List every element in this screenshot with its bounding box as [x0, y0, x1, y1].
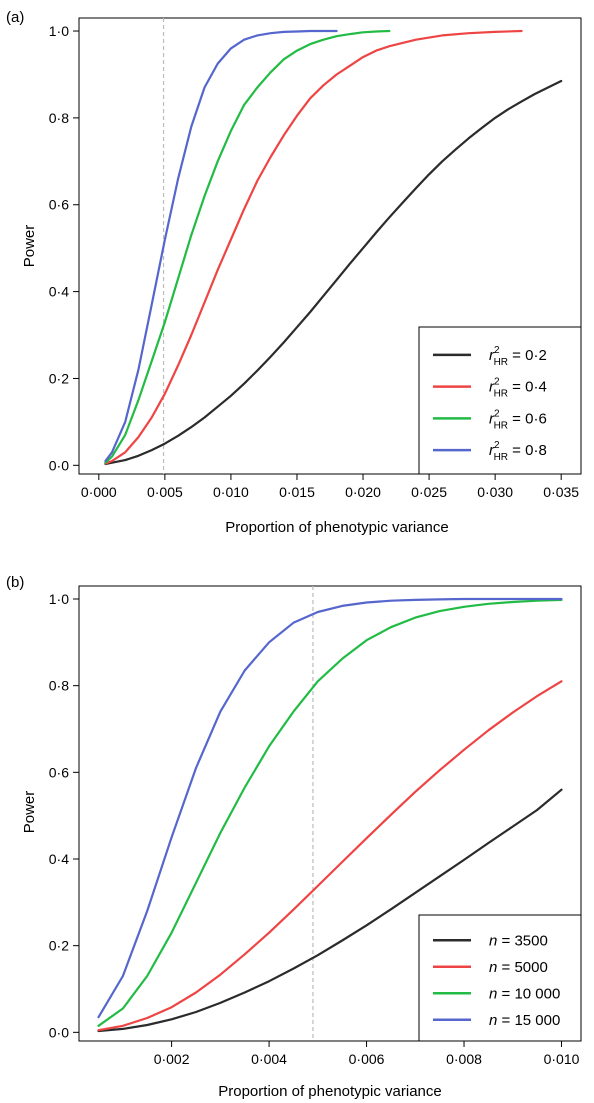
panel-a-y-axis-label: Power	[21, 225, 38, 268]
y-tick-label: 0·4	[49, 284, 69, 300]
series-line-3	[104, 29, 391, 464]
panel-a-x-axis: 0·000 0·005 0·010 0·015 0·020 0·025 0·030 0·035	[81, 474, 579, 500]
series-line-4	[104, 29, 338, 463]
legend-entry-label: n = 15 000	[489, 1012, 560, 1029]
y-tick-label: 0·8	[49, 678, 69, 694]
y-tick-label: 0·0	[49, 1024, 69, 1040]
legend-entry-label: r2 HR = 0·6	[489, 408, 547, 431]
series-line-1	[97, 788, 563, 1033]
panel-a-legend: r2 HR = 0·2 r2 HR = 0·4 r2 HR = 0·6 r2 HR = 0·8	[418, 326, 582, 475]
panel-a-label: (a)	[6, 9, 24, 26]
panel-b-y-axis-label: Power	[21, 791, 38, 834]
x-tick-label: 0·025	[411, 484, 447, 500]
series-line-3	[97, 598, 563, 1027]
y-tick-label: 0·0	[49, 457, 69, 473]
y-tick-label: 0·2	[49, 370, 69, 386]
x-tick-label: 0·004	[251, 1051, 287, 1067]
series-line-2	[104, 29, 523, 465]
y-tick-label: 1·0	[49, 23, 69, 39]
panel-b-frame	[78, 585, 582, 1042]
panel-b-label: (b)	[6, 574, 24, 591]
panel-b-x-axis: 0·002 0·004 0·006 0·008 0·010	[154, 1041, 580, 1067]
x-tick-label: 0·010	[213, 484, 249, 500]
legend-entry-label: n = 5000	[489, 959, 548, 976]
series-line-2	[97, 680, 563, 1032]
y-tick-label: 0·6	[49, 764, 69, 780]
x-tick-label: 0·010	[544, 1051, 580, 1067]
panel-b-legend: n = 3500 n = 5000 n = 10 000 n = 15 000	[418, 914, 582, 1042]
x-tick-label: 0·000	[81, 484, 117, 500]
series-line-4	[97, 597, 563, 1019]
y-tick-label: 0·2	[49, 938, 69, 954]
legend-entry-label: n = 10 000	[489, 985, 560, 1002]
y-tick-label: 0·8	[49, 110, 69, 126]
x-tick-label: 0·015	[279, 484, 315, 500]
series-line-1	[104, 79, 563, 466]
x-tick-label: 0·008	[446, 1051, 482, 1067]
panel-a-frame	[78, 17, 582, 475]
legend-entry-label: n = 3500	[489, 932, 548, 949]
y-tick-label: 0·4	[49, 851, 69, 867]
x-tick-label: 0·035	[543, 484, 579, 500]
y-tick-label: 1·0	[49, 591, 69, 607]
x-tick-label: 0·006	[349, 1051, 385, 1067]
y-tick-label: 0·6	[49, 197, 69, 213]
legend-entry-label: r2 HR = 0·2	[489, 345, 547, 368]
panel-b-x-axis-label: Proportion of phenotypic variance	[218, 1083, 441, 1100]
x-tick-label: 0·020	[345, 484, 381, 500]
legend-entry-label: r2 HR = 0·8	[489, 440, 547, 463]
panel-a: (a) 0·00·20·40·60·81·0 0·000 0·005 0·010 0·…	[6, 9, 582, 536]
x-tick-label: 0·030	[477, 484, 513, 500]
panel-b-y-axis: 0·0 0·2 0·4 0·6 0·8 1·0	[49, 591, 79, 1040]
panel-a-y-axis: 0·0 0·2 0·4 0·6 0·8 1·0	[49, 23, 79, 473]
legend-entry-label: r2 HR = 0·4	[489, 377, 547, 400]
panel-a-x-axis-label: Proportion of phenotypic variance	[225, 519, 448, 536]
x-tick-label: 0·005	[147, 484, 183, 500]
panel-b: (b) 0·00·20·40·60·81·0 0·002 0·004 0·006 0·…	[6, 574, 582, 1100]
x-tick-label: 0·002	[154, 1051, 190, 1067]
